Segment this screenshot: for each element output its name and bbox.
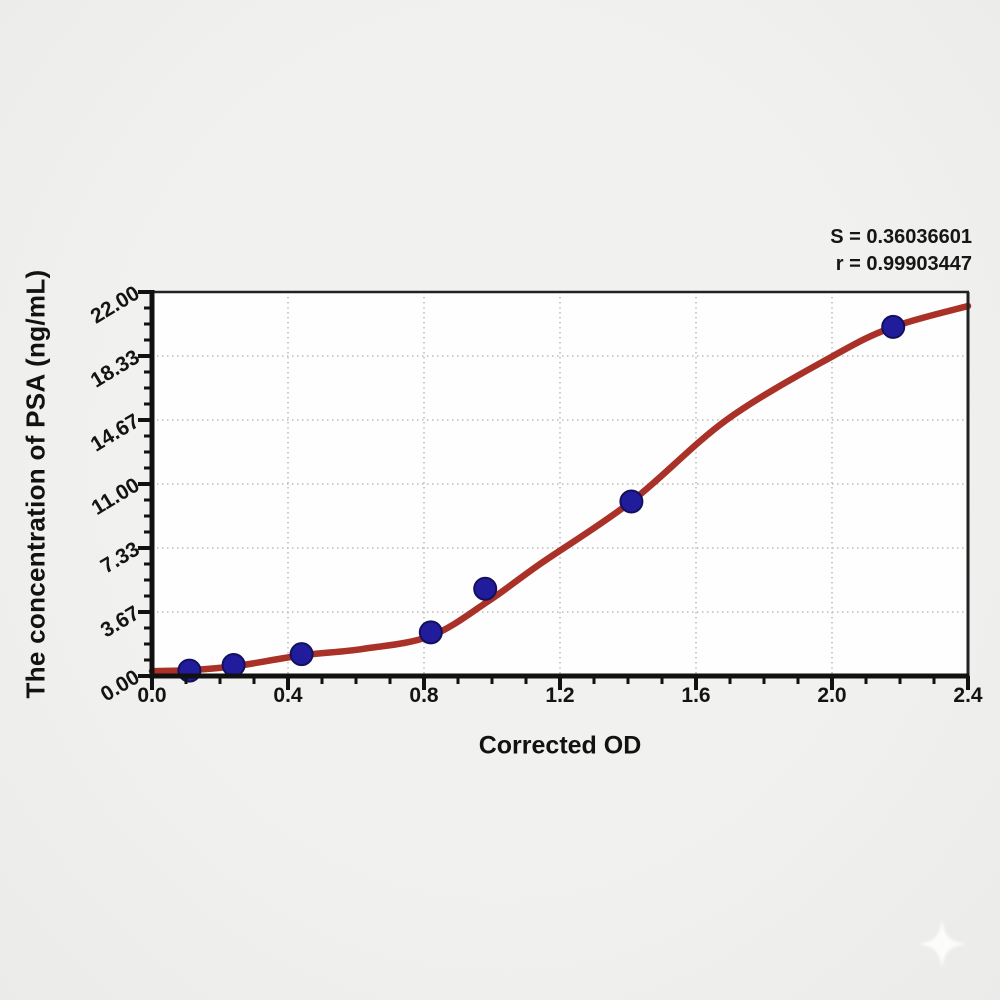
data-point (418, 620, 443, 645)
x-tick-label: 2.4 (953, 684, 983, 707)
x-tick-label: 1.2 (545, 684, 574, 707)
data-point (473, 576, 498, 601)
y-tick-label: 18.33 (87, 346, 144, 393)
y-tick-label: 11.00 (88, 474, 144, 520)
x-tick-label: 0.0 (137, 684, 166, 707)
x-tick-label: 0.8 (409, 684, 439, 707)
y-tick-label: 14.67 (87, 410, 144, 457)
data-point (289, 642, 314, 667)
s-value-label: S = 0.36036601 (830, 226, 972, 248)
data-point (881, 314, 906, 339)
y-tick-label: 7.33 (97, 538, 144, 579)
fit-statistics: S = 0.36036601 r = 0.99903447 (830, 224, 972, 278)
x-tick-label: 1.6 (681, 684, 710, 707)
r-value-label: r = 0.99903447 (835, 253, 972, 275)
sparkle-icon (918, 920, 966, 968)
data-point (619, 489, 644, 514)
x-tick-label: 2.0 (817, 684, 846, 707)
x-axis-title: Corrected OD (478, 731, 642, 760)
y-tick-label: 3.67 (97, 602, 144, 643)
y-tick-label: 22.00 (87, 282, 144, 329)
x-tick-label: 0.4 (273, 684, 303, 707)
data-point (221, 653, 246, 678)
